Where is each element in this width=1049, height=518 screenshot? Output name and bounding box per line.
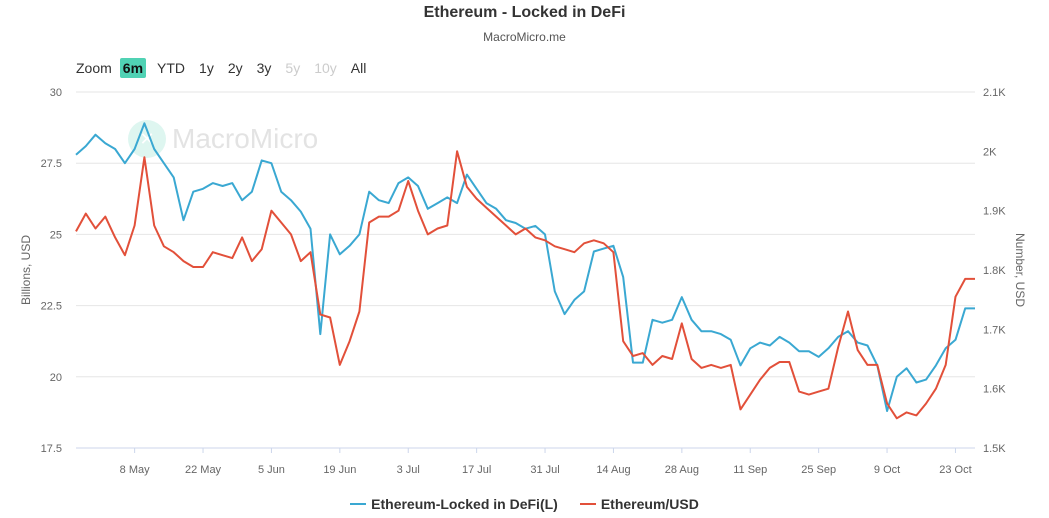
x-tick-label: 17 Jul — [462, 464, 491, 476]
watermark-text: MacroMicro — [172, 123, 319, 154]
x-tick-label: 5 Jun — [258, 464, 285, 476]
series-line-eth-usd — [75, 150, 975, 420]
right-tick-label: 1.9K — [983, 206, 1006, 218]
left-tick-label: 30 — [50, 87, 62, 99]
legend-label-defi: Ethereum-Locked in DeFi(L) — [371, 496, 558, 512]
legend: Ethereum-Locked in DeFi(L) Ethereum/USD — [0, 496, 1049, 512]
x-tick-label: 28 Aug — [665, 464, 699, 476]
right-tick-label: 2.1K — [983, 87, 1006, 99]
left-axis-title: Billions, USD — [19, 235, 33, 305]
right-axis-title: Number, USD — [1013, 233, 1027, 307]
right-tick-label: 1.7K — [983, 324, 1006, 336]
x-tick-label: 23 Oct — [939, 464, 971, 476]
x-tick-label: 9 Oct — [874, 464, 900, 476]
x-tick-label: 3 Jul — [397, 464, 420, 476]
zoom-button-6m[interactable]: 6m — [119, 58, 147, 78]
x-tick-label: 11 Sep — [733, 464, 767, 476]
zoom-button-1y[interactable]: 1y — [199, 60, 214, 76]
zoom-button-5y: 5y — [285, 60, 301, 76]
x-tick-label: 25 Sep — [801, 464, 836, 476]
zoom-button-2y[interactable]: 2y — [227, 60, 243, 76]
left-tick-label: 20 — [50, 372, 62, 384]
right-tick-label: 1.5K — [983, 443, 1006, 455]
legend-swatch-eth-usd — [579, 503, 596, 505]
watermark: ✕ MacroMicro — [128, 120, 318, 158]
x-tick-label: 8 May — [120, 464, 150, 476]
legend-swatch-defi — [350, 503, 367, 505]
zoom-button-10y: 10y — [314, 60, 337, 76]
right-tick-label: 2K — [983, 146, 997, 158]
watermark-logo-icon: ✕ — [128, 120, 166, 158]
legend-item-eth-usd[interactable]: Ethereum/USD — [579, 496, 699, 512]
left-tick-label: 22.5 — [41, 301, 62, 313]
chart-subtitle: MacroMicro.me — [483, 30, 566, 44]
zoom-button-ytd[interactable]: YTD — [157, 60, 186, 76]
right-tick-label: 1.6K — [983, 384, 1006, 396]
x-tick-label: 19 Jun — [323, 464, 356, 476]
series-line-defi — [75, 122, 975, 412]
legend-item-defi[interactable]: Ethereum-Locked in DeFi(L) — [350, 496, 558, 512]
right-tick-label: 1.8K — [983, 265, 1006, 277]
zoom-button-all[interactable]: All — [350, 60, 367, 76]
left-tick-label: 27.5 — [41, 158, 62, 170]
left-tick-label: 25 — [50, 229, 62, 241]
x-tick-label: 14 Aug — [596, 464, 630, 476]
chart-title: Ethereum - Locked in DeFi — [423, 4, 626, 21]
x-tick-label: 31 Jul — [530, 464, 559, 476]
legend-label-eth-usd: Ethereum/USD — [600, 496, 699, 512]
x-tick-label: 22 May — [185, 464, 222, 476]
zoom-button-3y[interactable]: 3y — [256, 60, 272, 76]
left-tick-label: 17.5 — [41, 443, 62, 455]
zoom-selector: Zoom 6m YTD 1y 2y 3y 5y 10y All — [76, 58, 373, 78]
zoom-label: Zoom — [76, 60, 112, 76]
chart-plot: 17.5 20 22.5 25 27.5 30 1.5K 1.6K 1.7K 1.8K 1.9K 2K… — [19, 87, 1027, 476]
